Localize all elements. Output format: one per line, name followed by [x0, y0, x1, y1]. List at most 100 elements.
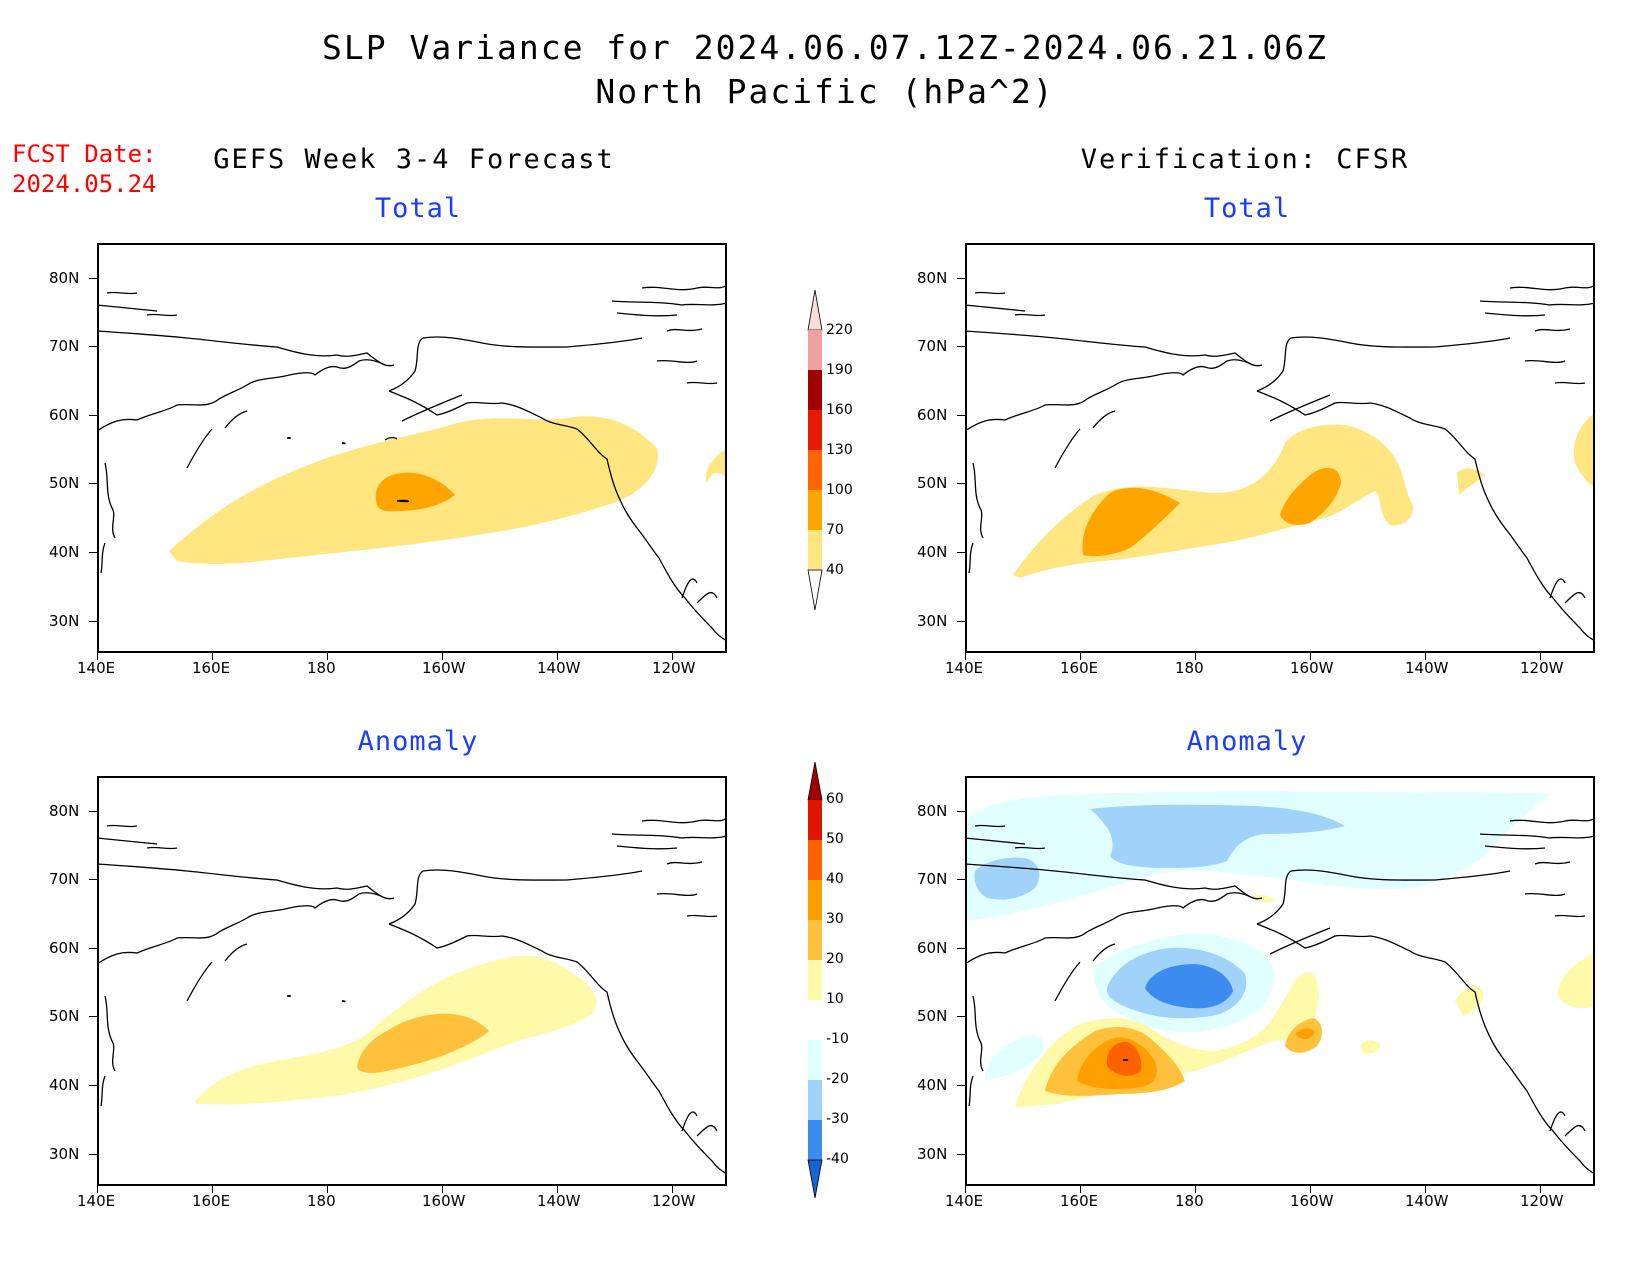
contour-10-20-small [1360, 1040, 1381, 1054]
contour-neg30-neg40 [1145, 964, 1233, 1009]
lon-tick [1195, 1186, 1196, 1193]
colorbar-anomaly-swatch [808, 1040, 822, 1080]
colorbar-anomaly-label: -40 [826, 1151, 849, 1167]
contour-40-50 [1106, 1041, 1142, 1076]
colorbar-total-label: 40 [826, 562, 844, 578]
lon-tick [965, 653, 966, 660]
colorbar-anomaly-label: -20 [826, 1071, 849, 1087]
lon-label: 160E [192, 1192, 231, 1210]
colorbar-total-top-arrow [807, 289, 823, 331]
contour-40-70-east [1573, 413, 1595, 488]
lon-tick [327, 653, 328, 660]
colorbar-total-swatch [808, 330, 822, 370]
lon-label: 140W [537, 659, 581, 677]
contour-neg20-neg30-north [1090, 804, 1345, 868]
lon-label: 160W [422, 1192, 466, 1210]
colorbar-anomaly-swatch [808, 800, 822, 840]
lat-tick [957, 483, 965, 484]
lon-tick [1080, 653, 1081, 660]
colorbar-anomaly-swatch [808, 1120, 822, 1160]
map-verification-anomaly [965, 776, 1595, 1186]
colorbar-total-swatch [808, 410, 822, 450]
lat-tick [957, 415, 965, 416]
lat-label: 80N [917, 802, 948, 820]
lon-label: 120W [652, 1192, 696, 1210]
lat-tick [957, 621, 965, 622]
lon-label: 120W [652, 659, 696, 677]
lat-tick [89, 1085, 97, 1086]
lat-label: 70N [49, 337, 80, 355]
lat-label: 60N [49, 939, 80, 957]
panel-title-top-right: Total [1203, 193, 1291, 224]
lat-tick [89, 346, 97, 347]
lat-label: 30N [917, 612, 948, 630]
lat-label: 60N [917, 939, 948, 957]
coastline-layer [97, 817, 727, 1175]
contour-70-100-b [1280, 467, 1341, 525]
colorbar-total-label: 220 [826, 322, 853, 338]
lat-label: 60N [917, 406, 948, 424]
lat-label: 30N [917, 1145, 948, 1163]
lon-label: 160E [1060, 659, 1099, 677]
fcst-date-label: FCST Date: [12, 140, 157, 168]
lon-label: 140E [77, 659, 116, 677]
lat-tick [89, 621, 97, 622]
lon-label: 140W [1405, 1192, 1449, 1210]
colorbar-total-bottom-arrow [807, 569, 823, 611]
lat-tick [957, 811, 965, 812]
lon-label: 140E [945, 1192, 984, 1210]
lon-tick [672, 653, 673, 660]
contour-40-70-east [705, 448, 727, 483]
lon-label: 180 [1175, 659, 1204, 677]
contour-30-40-b [1295, 1028, 1315, 1040]
lon-tick [1540, 653, 1541, 660]
lon-label: 140E [945, 659, 984, 677]
lon-tick [557, 1186, 558, 1193]
lon-label: 160W [1290, 1192, 1334, 1210]
lat-label: 70N [49, 870, 80, 888]
map-forecast-total [97, 243, 727, 653]
contour-10-20-coast [1455, 985, 1484, 1016]
colorbar-anomaly-top-arrow [807, 761, 823, 801]
lat-tick [89, 879, 97, 880]
lat-label: 40N [917, 543, 948, 561]
lat-label: 80N [49, 269, 80, 287]
colorbar-anomaly-label: 30 [826, 911, 844, 927]
colorbar-total-label: 190 [826, 362, 853, 378]
right-column-header: Verification: CFSR [1080, 144, 1410, 175]
lat-label: 30N [49, 1145, 80, 1163]
colorbar-anomaly-label: 10 [826, 991, 844, 1007]
lat-tick [89, 1016, 97, 1017]
lon-tick [1425, 653, 1426, 660]
colorbar-anomaly-swatch [808, 880, 822, 920]
lat-label: 40N [49, 543, 80, 561]
lat-tick [89, 552, 97, 553]
lat-tick [89, 483, 97, 484]
lon-label: 160E [1060, 1192, 1099, 1210]
contour-10-20-alaska [1250, 894, 1275, 903]
colorbar-total [807, 289, 823, 611]
colorbar-anomaly-label: -10 [826, 1031, 849, 1047]
lon-tick [442, 653, 443, 660]
lat-label: 30N [49, 612, 80, 630]
lon-tick [1195, 653, 1196, 660]
contour-40-70 [1013, 424, 1414, 578]
contour-neg10-neg20-west [985, 1035, 1044, 1081]
lon-tick [97, 653, 98, 660]
lon-label: 120W [1520, 1192, 1564, 1210]
panel-title-bottom-right: Anomaly [1186, 726, 1308, 757]
lat-label: 50N [49, 1007, 80, 1025]
lat-label: 80N [49, 802, 80, 820]
colorbar-anomaly-swatch [808, 960, 822, 1000]
lat-tick [89, 415, 97, 416]
lon-tick [1425, 1186, 1426, 1193]
colorbar-anomaly-label: 20 [826, 951, 844, 967]
main-title-line1: SLP Variance for 2024.06.07.12Z-2024.06.… [322, 28, 1328, 67]
colorbar-total-label: 100 [826, 482, 853, 498]
lat-tick [957, 278, 965, 279]
contour-70-100 [375, 472, 455, 512]
left-column-header: GEFS Week 3-4 Forecast [213, 144, 615, 175]
lat-tick [957, 879, 965, 880]
lon-label: 140E [77, 1192, 116, 1210]
lon-tick [212, 1186, 213, 1193]
